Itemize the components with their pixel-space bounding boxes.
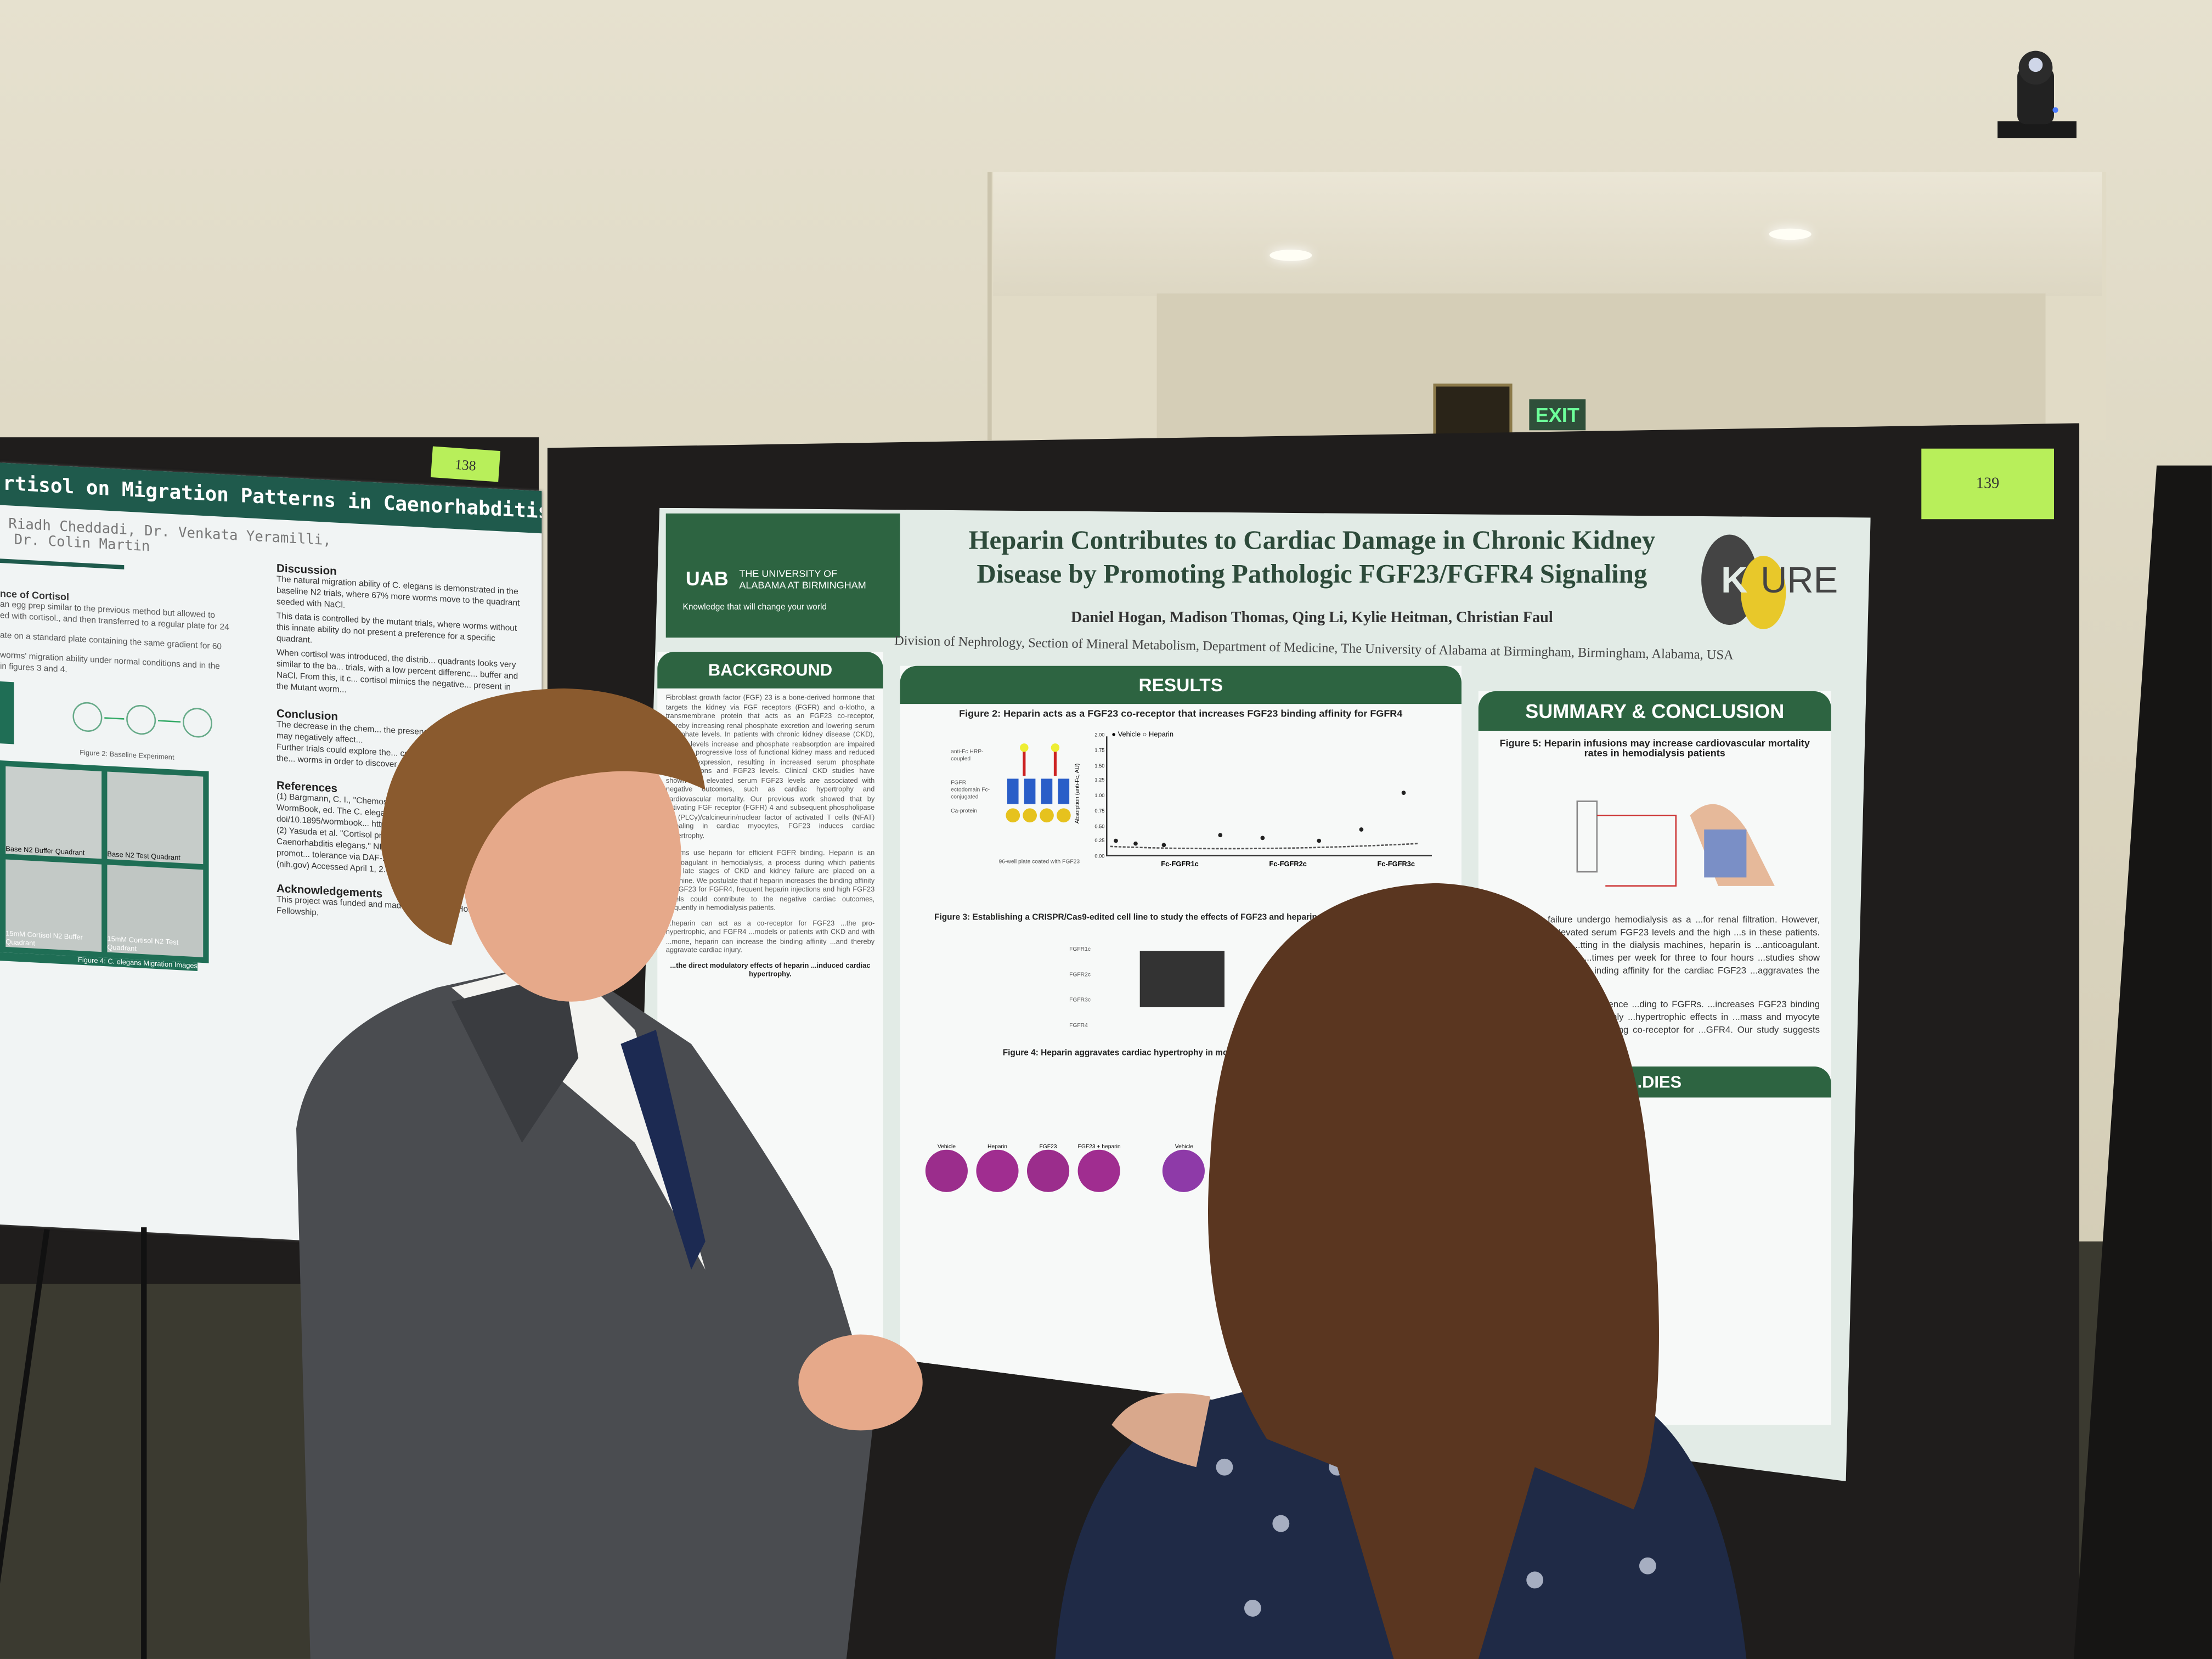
- x-group-label: Fc-FGFR2c: [1269, 860, 1307, 869]
- easel-leg: [141, 1227, 147, 1659]
- figure-caption: Figure 2: Heparin acts as a FGF23 co-rec…: [959, 709, 1403, 720]
- background-text: ...forms use heparin for efficient FGFR …: [665, 849, 875, 913]
- hemodialysis-diagram: [1479, 759, 1831, 914]
- presenter-person: [282, 677, 931, 1659]
- binding-assay-diagram: [999, 742, 1084, 862]
- migration-images-panel: Base N2 Buffer Quadrant Base N2 Test Qua…: [0, 760, 209, 963]
- methods-text: ate on a standard plate containing the s…: [0, 631, 222, 652]
- x-group-label: Fc-FGFR1c: [1161, 860, 1199, 869]
- right-poster-board: [2073, 465, 2212, 1659]
- poster-affiliation: Division of Nephrology, Section of Miner…: [894, 635, 1734, 664]
- figure-4-heart-sections: Vehicle Heparin FGF23 FGF23 + heparin Ve…: [900, 1058, 1462, 1192]
- poster-title-line: Heparin Contributes to Cardiac Damage in…: [968, 526, 1656, 556]
- svg-text:K: K: [1721, 560, 1747, 601]
- uab-logo-mark: UAB: [685, 567, 729, 590]
- x-group-label: Fc-FGFR3c: [1377, 860, 1415, 869]
- background-text: ...heparin can act as a co-receptor for …: [665, 919, 875, 955]
- figure-caption: Figure 3: Establishing a CRISPR/Cas9-edi…: [934, 914, 1427, 923]
- heart-section: FGF23 + heparin: [1077, 1142, 1121, 1192]
- poster-title: Heparin Contributes to Cardiac Damage in…: [917, 525, 1707, 592]
- legend-heparin: Heparin: [1149, 730, 1174, 740]
- diagram-label: anti-Fc HRP-coupled: [951, 747, 984, 762]
- chart-y-label: Absorption (anti-Fc, AU): [1073, 763, 1081, 824]
- chart-y-ticks: 2.00 1.75 1.50 1.25 1.00 0.75 0.50 0.25 …: [1084, 732, 1105, 859]
- diagram-label: Ca-protein: [951, 806, 978, 814]
- chart-x-groups: Fc-FGFR1c Fc-FGFR2c Fc-FGFR3c: [1126, 861, 1450, 869]
- figure-2: anti-Fc HRP-coupled FGFR ectodomain Fc-c…: [900, 719, 1462, 889]
- alcove-ceiling: [993, 172, 2102, 296]
- svg-text:URE: URE: [1760, 560, 1838, 601]
- heart-section: Vehicle: [1163, 1143, 1205, 1192]
- migration-image: Base N2 Test Quadrant: [107, 771, 204, 865]
- legend-vehicle: Vehicle: [1118, 730, 1141, 740]
- ceiling-light: [1769, 228, 1812, 240]
- y-tick-label: 0.75: [1094, 808, 1105, 814]
- isoform-label: FGFR1c: [1069, 945, 1091, 952]
- isoform-label: FGFR3c: [1069, 996, 1091, 1003]
- ceiling-light: [1269, 250, 1312, 261]
- y-tick-label: 1.25: [1094, 777, 1105, 783]
- migration-image: 15mM Cortisol N2 Test Quadrant: [107, 865, 204, 957]
- diagram-label: FGFR ectodomain Fc-conjugated: [951, 778, 990, 800]
- figure-caption: Figure 5: Heparin infusions may increase…: [1499, 739, 1810, 759]
- uab-logo-text: ALABAMA AT BIRMINGHAM: [739, 581, 866, 591]
- y-tick-label: 0.00: [1094, 853, 1105, 859]
- diagram-label: 96-well plate coated with FGF23: [998, 857, 1080, 865]
- y-tick-label: 0.50: [1094, 823, 1105, 829]
- background-text: Fibroblast growth factor (FGF) 23 is a b…: [665, 694, 875, 840]
- chart-legend: ● Vehicle ○ Heparin: [1111, 730, 1174, 740]
- summary-heading: SUMMARY & CONCLUSION: [1478, 691, 1831, 731]
- y-tick-label: 1.75: [1094, 747, 1105, 753]
- y-tick-label: 2.00: [1094, 732, 1105, 738]
- heart-section: FGF23: [1026, 1142, 1070, 1192]
- figure-3: FGFR1c FGFR2c FGFR3c FGFR4: [900, 923, 1462, 1049]
- exit-sign: EXIT: [1529, 399, 1586, 431]
- baseline-experiment-diagram: [0, 681, 254, 757]
- uab-logo-text: THE UNIVERSITY OF: [739, 569, 838, 580]
- heart-section: Heparin: [976, 1142, 1019, 1192]
- results-heading: RESULTS: [900, 665, 1462, 704]
- poster-number-tag: 139: [1921, 448, 2054, 520]
- background-heading: BACKGROUND: [657, 651, 883, 689]
- heart-label: Vehicle: [937, 1142, 956, 1150]
- heart-label: FGF23 + heparin: [1077, 1142, 1121, 1150]
- heart-section: Vehicle: [925, 1142, 968, 1192]
- heart-label: Heparin: [987, 1142, 1007, 1150]
- migration-image: Base N2 Buffer Quadrant: [5, 766, 102, 859]
- poster-authors: Daniel Hogan, Madison Thomas, Qing Li, K…: [1070, 609, 1553, 627]
- y-tick-label: 0.25: [1094, 838, 1105, 844]
- uab-logo-tagline: Knowledge that will change your world: [682, 603, 827, 612]
- wall-plaque: [1433, 383, 1513, 441]
- western-blot-image: [1139, 951, 1224, 1007]
- divider: [0, 558, 125, 569]
- left-poster: rtisol on Migration Patterns in Caenorha…: [0, 462, 542, 1253]
- visitor-person: [1055, 874, 1788, 1659]
- isoform-label: FGFR4: [1069, 1021, 1088, 1029]
- binding-scatter-plot: [1105, 736, 1432, 856]
- heart-label: Vehicle: [1175, 1142, 1193, 1150]
- poster-title-line: Disease by Promoting Pathologic FGF23/FG…: [977, 560, 1647, 590]
- y-tick-label: 1.00: [1094, 793, 1105, 799]
- alcove-back-wall: [1156, 293, 2046, 441]
- security-camera-icon: [1992, 48, 2077, 144]
- uab-logo: UAB THE UNIVERSITY OF ALABAMA AT BIRMING…: [665, 513, 900, 638]
- poster-number-tag: 138: [431, 446, 501, 482]
- isoform-label: FGFR2c: [1069, 970, 1091, 978]
- kure-logo: K URE: [1699, 531, 1854, 629]
- y-tick-label: 1.50: [1094, 762, 1105, 769]
- migration-image: 15mM Cortisol N2 Buffer Quadrant: [5, 859, 102, 952]
- heart-label: FGF23: [1039, 1142, 1057, 1150]
- figure-caption: ...the direct modulatory effects of hepa…: [670, 961, 871, 979]
- figure-3-labels: FGFR1c FGFR2c FGFR3c FGFR4: [1069, 936, 1091, 1038]
- methods-column: nce of Cortisol an egg prep similar to t…: [0, 590, 254, 974]
